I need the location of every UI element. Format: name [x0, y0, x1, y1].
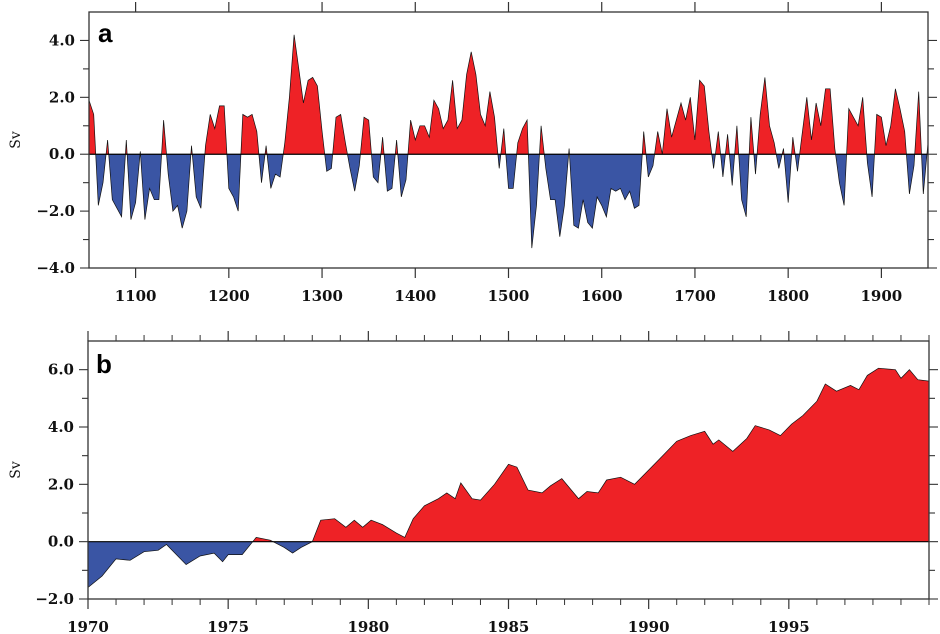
- x-tick-label: 1900: [861, 287, 903, 305]
- y-tick-label: −4.0: [36, 259, 75, 277]
- x-tick-label: 1995: [768, 618, 810, 634]
- y-tick-label: −2.0: [36, 202, 75, 220]
- y-tick-label: 0.0: [48, 533, 74, 551]
- panel-a-y-axis-label: Sv: [8, 131, 24, 149]
- x-tick-label: 1985: [488, 618, 530, 634]
- positive-area: [252, 368, 929, 542]
- panel-b-y-axis-label: Sv: [8, 461, 24, 479]
- panel-b: b Sv 1970 1975 1980 1985 1990 1995 6.0 4.0 2.0 0.…: [8, 331, 938, 634]
- y-tick-label: −2.0: [35, 590, 74, 608]
- x-tick-label: 1980: [347, 618, 389, 634]
- negative-area: [95, 154, 927, 249]
- series-line: [87, 367, 930, 588]
- y-tick-label: 2.0: [49, 88, 75, 106]
- x-tick-label: 1500: [488, 287, 530, 305]
- y-tick-label: 4.0: [48, 418, 74, 436]
- x-tick-label: 1975: [207, 618, 249, 634]
- x-tick-label: 1990: [628, 618, 670, 634]
- negative-area: [88, 541, 929, 588]
- panel-a-label: a: [98, 18, 113, 48]
- y-tick-label: 4.0: [49, 31, 75, 49]
- series-line: [88, 34, 929, 249]
- panel-a: a Sv 1100 1200 1300 1400 1500 1600 1700 1800 190…: [8, 2, 937, 305]
- x-tick-label: 1100: [115, 287, 157, 305]
- y-tick-label: 0.0: [49, 145, 75, 163]
- x-tick-label: 1200: [208, 287, 250, 305]
- x-tick-label: 1800: [767, 287, 809, 305]
- x-tick-label: 1700: [674, 287, 716, 305]
- x-tick-label: 1970: [67, 618, 109, 634]
- panel-b-label: b: [96, 349, 112, 379]
- positive-area: [89, 34, 928, 155]
- x-tick-label: 1400: [394, 287, 436, 305]
- x-tick-label: 1600: [581, 287, 623, 305]
- x-tick-label: 1300: [301, 287, 343, 305]
- y-tick-label: 6.0: [48, 361, 74, 379]
- y-tick-label: 2.0: [48, 475, 74, 493]
